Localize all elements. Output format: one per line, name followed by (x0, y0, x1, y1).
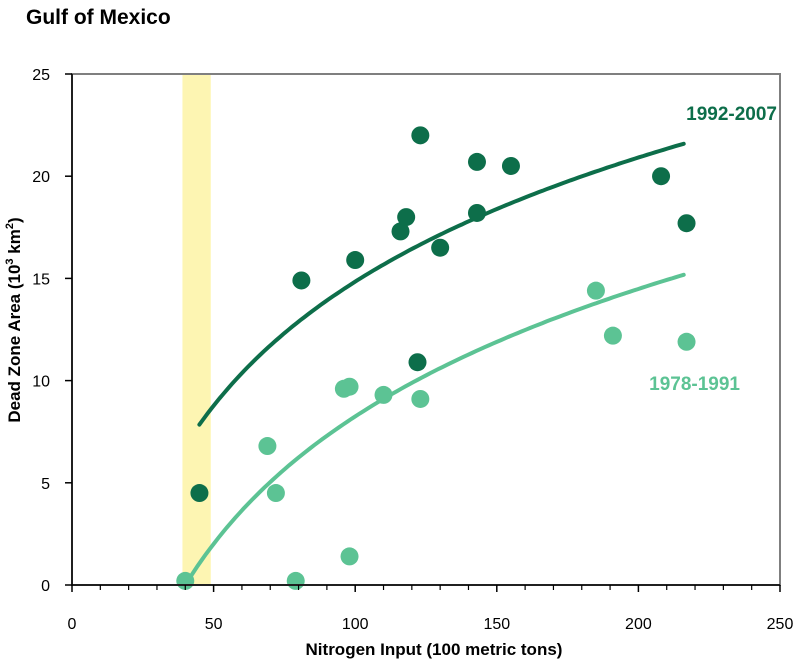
data-point-1978-1991 (340, 377, 359, 396)
data-point-1978-1991 (374, 385, 393, 404)
data-point-1992-2007 (292, 271, 311, 290)
data-point-1992-2007 (397, 208, 416, 227)
x-tick-label: 50 (205, 616, 223, 633)
highlight-band-layer (182, 75, 211, 585)
data-point-1978-1991 (258, 437, 277, 456)
data-point-1978-1991 (677, 332, 696, 351)
trend-line-1992-2007 (197, 141, 686, 427)
data-point-1992-2007 (467, 152, 486, 171)
data-point-1992-2007 (408, 353, 427, 372)
chart-title: Gulf of Mexico (26, 6, 171, 29)
y-tick-label: 0 (41, 578, 50, 595)
data-point-1978-1991 (286, 571, 305, 590)
plot-area-frame (71, 73, 781, 586)
data-point-1992-2007 (677, 214, 696, 233)
data-point-1978-1991 (340, 547, 359, 566)
data-point-1992-2007 (467, 203, 486, 222)
data-point-1992-2007 (431, 238, 450, 257)
series-label-1978-1991: 1978-1991 (649, 374, 740, 395)
series-label-layer: 1992-2007 1978-1991 (649, 104, 777, 395)
y-axis-label: Dead Zone Area (103 km2) (4, 217, 24, 422)
data-point-1992-2007 (391, 222, 410, 241)
data-point-1978-1991 (586, 281, 605, 300)
trend-line-1978-1991 (183, 272, 686, 587)
data-point-1992-2007 (652, 167, 671, 186)
x-tick-label: 250 (767, 616, 794, 633)
y-tick-label: 10 (32, 374, 50, 391)
x-axis-label: Nitrogen Input (100 metric tons) (306, 640, 563, 659)
data-point-1978-1991 (411, 389, 430, 408)
y-tick-label: 20 (32, 169, 50, 186)
series-label-1992-2007: 1992-2007 (686, 104, 777, 125)
x-tick-label: 200 (625, 616, 652, 633)
data-point-1992-2007 (501, 156, 520, 175)
data-point-1978-1991 (266, 484, 285, 503)
data-point-1978-1991 (603, 326, 622, 345)
y-tick-label: 25 (32, 67, 50, 84)
data-point-1992-2007 (411, 126, 430, 145)
trend-line-layer (183, 141, 686, 587)
y-tick-label: 5 (41, 476, 50, 493)
x-tick-label: 150 (483, 616, 510, 633)
x-tick-label: 100 (342, 616, 369, 633)
data-point-1992-2007 (190, 484, 209, 503)
data-point-1992-2007 (346, 251, 365, 270)
x-tick-label: 0 (68, 616, 77, 633)
highlight-band (182, 75, 211, 585)
tick-layer: 0 50 100 150 200 250 0 5 10 15 20 25 (32, 67, 793, 633)
y-tick-label: 15 (32, 271, 50, 288)
